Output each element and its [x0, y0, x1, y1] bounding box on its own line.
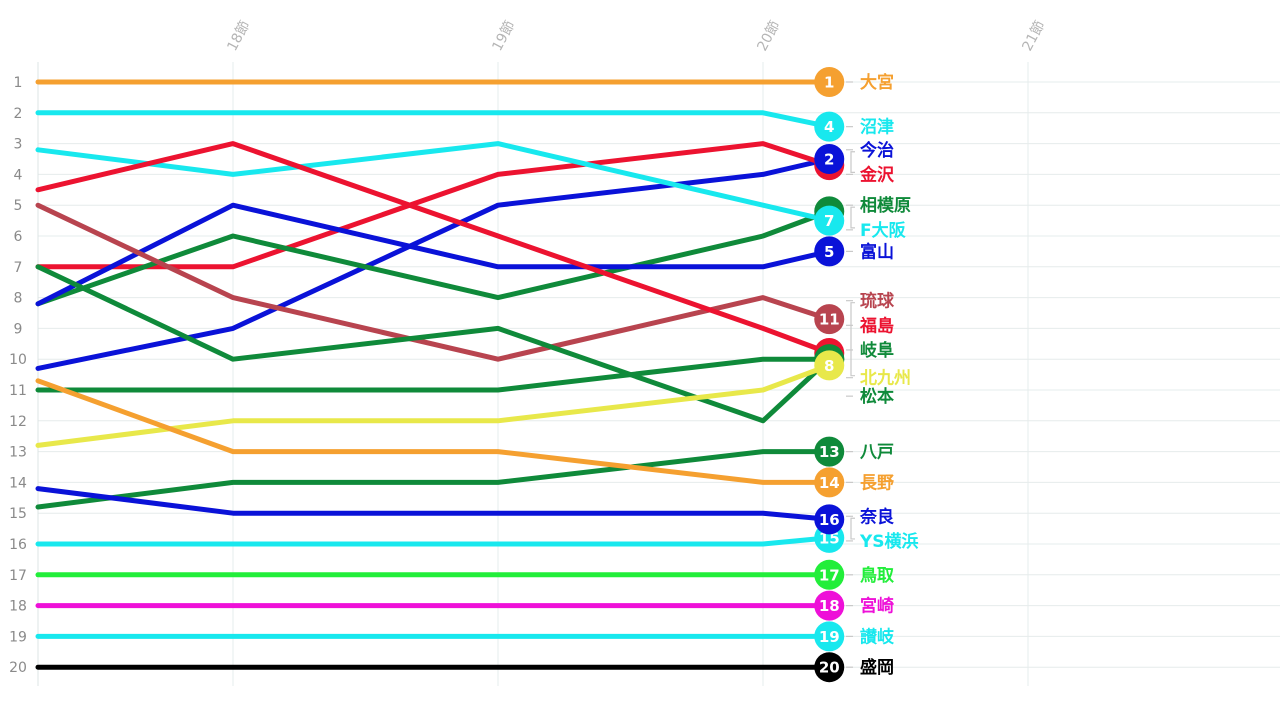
rank-badge-number: 20 — [819, 659, 840, 677]
round-tick-label: 20節 — [754, 18, 784, 54]
team-label: YS横浜 — [859, 531, 919, 552]
team-label: 宮崎 — [860, 596, 894, 617]
rank-tick-label: 20 — [9, 660, 27, 676]
rank-tick-label: 13 — [9, 445, 27, 461]
rank-badge-number: 4 — [824, 118, 834, 136]
rank-badge — [814, 504, 845, 535]
team-label: F大阪 — [860, 220, 906, 241]
rank-tick-label: 8 — [14, 291, 23, 307]
team-label: 盛岡 — [860, 657, 894, 678]
team-label: 岐阜 — [860, 340, 894, 361]
rank-badge-number: 19 — [819, 628, 840, 646]
rank-badge — [814, 590, 845, 621]
team-label: 富山 — [860, 241, 894, 262]
rank-badge-number: 5 — [824, 243, 834, 261]
rank-badge-number: 16 — [819, 511, 840, 529]
team-label: 八戸 — [860, 443, 894, 463]
round-tick-label: 21節 — [1019, 18, 1049, 54]
rank-badge — [814, 144, 845, 174]
label-bracket — [850, 517, 855, 540]
team-label: 金沢 — [859, 164, 895, 185]
series-line — [35, 110, 832, 130]
rank-tick-label: 4 — [14, 167, 23, 183]
team-label: 松本 — [860, 386, 894, 407]
series-line — [35, 535, 832, 547]
round-tick-label: 18節 — [224, 18, 254, 54]
rank-badge — [814, 304, 845, 335]
series-line — [35, 202, 832, 362]
rank-tick-label: 10 — [9, 352, 27, 368]
series-line — [35, 362, 832, 448]
team-label: 相模原 — [860, 195, 911, 216]
round-axis: 18節 19節 20節 21節 — [224, 18, 1049, 54]
rank-badge-number: 15 — [819, 529, 840, 547]
label-bracket — [850, 206, 855, 229]
rank-badge — [814, 67, 845, 97]
rank-badges: 1432675121110981314151617181920 — [814, 67, 845, 683]
series-line — [35, 156, 832, 371]
rank-badge — [814, 236, 845, 267]
rank-tick-label: 9 — [14, 321, 23, 337]
rank-tick-label: 17 — [9, 568, 27, 584]
label-bracket — [850, 151, 855, 173]
rank-badge-number: 7 — [824, 212, 834, 230]
rank-tick-label: 15 — [9, 506, 27, 522]
rank-badge-number: 17 — [819, 566, 840, 584]
team-label: 大宮 — [860, 72, 894, 93]
round-tick-label: 19節 — [489, 18, 519, 54]
rank-badge — [814, 436, 845, 467]
series-lines — [35, 79, 832, 670]
rank-tick-label: 11 — [9, 383, 27, 399]
team-label: 沼津 — [860, 117, 894, 138]
team-label: 琉球 — [860, 291, 895, 312]
label-bracket — [850, 302, 855, 377]
series-line — [35, 202, 832, 307]
label-brackets — [850, 151, 855, 540]
rank-badge-number: 18 — [819, 597, 840, 615]
series-line — [35, 378, 832, 485]
rank-tick-label: 18 — [9, 599, 27, 615]
rank-badge-number: 14 — [819, 474, 840, 492]
series-line — [35, 141, 832, 356]
series-line — [35, 356, 832, 393]
series-line — [35, 208, 832, 307]
team-label: 奈良 — [859, 506, 894, 527]
rank-badge — [814, 205, 845, 236]
rank-badge-number: 2 — [824, 151, 834, 169]
series-line — [35, 141, 832, 224]
team-label: 讃岐 — [860, 626, 895, 647]
rank-badge — [814, 621, 845, 652]
rank-tick-label: 12 — [9, 414, 27, 430]
team-label: 福島 — [859, 315, 894, 336]
rank-badge — [814, 652, 845, 683]
team-label: 今治 — [860, 140, 894, 161]
rank-badge — [814, 350, 845, 381]
series-line — [35, 264, 832, 424]
rank-badge-number: 1 — [824, 74, 834, 92]
rank-tick-label: 2 — [14, 106, 23, 122]
rank-badge-number: 11 — [819, 311, 840, 329]
rank-tick-label: 3 — [14, 137, 23, 153]
rank-tick-label: 6 — [14, 229, 23, 245]
rank-badge-number: 8 — [824, 357, 834, 375]
team-label: 鳥取 — [860, 565, 894, 586]
rank-tick-label: 7 — [14, 260, 23, 276]
rank-badge — [814, 559, 845, 590]
rank-tick-label: 14 — [9, 475, 27, 491]
series-line — [35, 486, 832, 522]
rank-tick-label: 19 — [9, 629, 27, 645]
team-label: 北九州 — [860, 369, 911, 389]
series-line — [35, 449, 832, 510]
team-label: 長野 — [860, 473, 894, 493]
rank-badge — [814, 467, 845, 498]
rank-tick-label: 5 — [14, 198, 23, 214]
rank-tick-label: 1 — [14, 75, 23, 91]
rank-badge — [814, 111, 845, 142]
rank-tick-label: 16 — [9, 537, 27, 553]
rank-badge-number: 13 — [819, 443, 840, 461]
